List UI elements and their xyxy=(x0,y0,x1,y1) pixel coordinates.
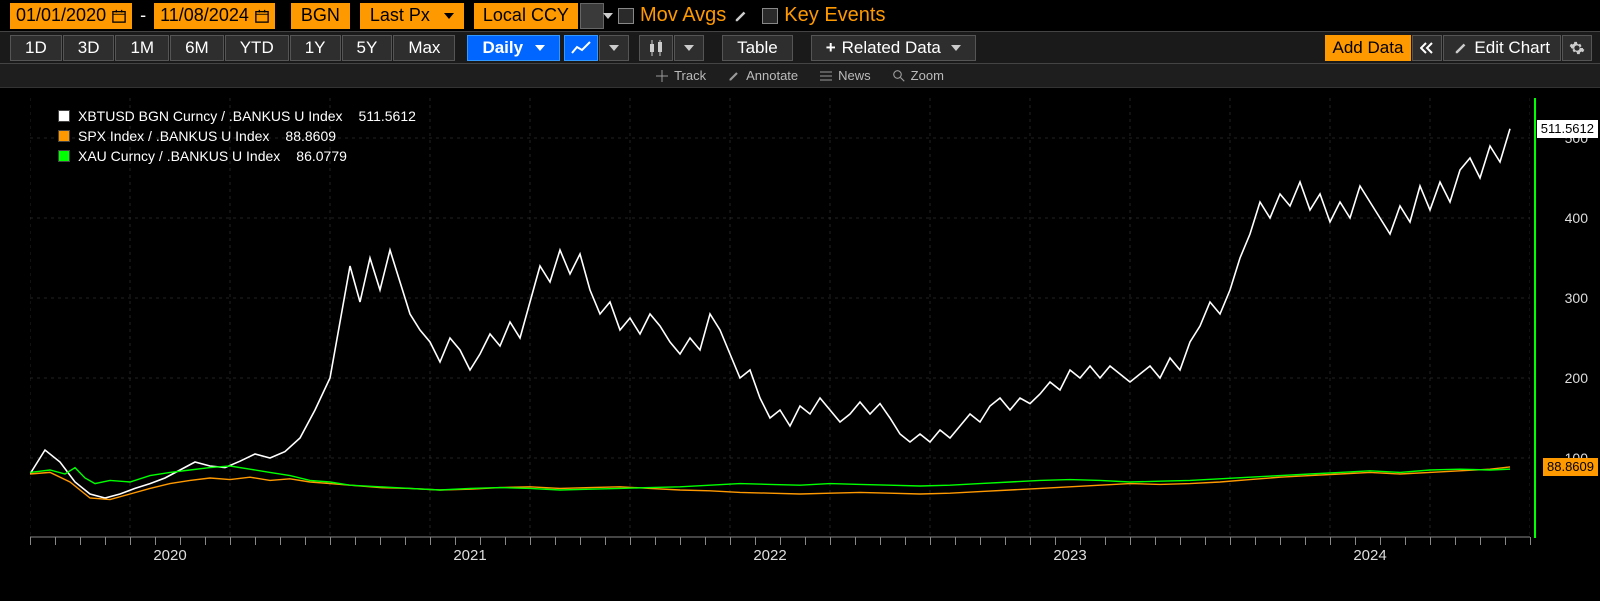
pencil-icon xyxy=(1454,41,1468,55)
x-tick: 2024 xyxy=(1353,547,1386,564)
range-button-3d[interactable]: 3D xyxy=(63,35,115,61)
mov-avgs-label: Mov Avgs xyxy=(640,4,726,27)
x-axis-minor-ticks xyxy=(30,537,1530,545)
settings-button[interactable] xyxy=(1562,35,1592,61)
header-row: 01/01/2020 - 11/08/2024 BGN Last Px Loca… xyxy=(0,0,1600,32)
collapse-button[interactable] xyxy=(1412,35,1442,61)
legend-row[interactable]: XBTUSD BGN Curncy / .BANKUS U Index 511.5… xyxy=(58,106,416,126)
candlestick-button[interactable] xyxy=(639,35,673,61)
zoom-tool[interactable]: Zoom xyxy=(893,68,944,83)
gear-icon xyxy=(1569,40,1585,56)
date-from-value: 01/01/2020 xyxy=(16,5,106,26)
chevron-double-left-icon xyxy=(1420,42,1434,54)
legend-value: 86.0779 xyxy=(296,146,347,166)
candlestick-caret[interactable] xyxy=(674,35,704,61)
chart-type-caret[interactable] xyxy=(599,35,629,61)
calendar-icon xyxy=(255,9,269,23)
range-button-ytd[interactable]: YTD xyxy=(225,35,289,61)
price-flag: 88.8609 xyxy=(1543,458,1598,476)
subtool-row: Track Annotate News Zoom xyxy=(0,64,1600,88)
legend: XBTUSD BGN Curncy / .BANKUS U Index 511.5… xyxy=(58,106,416,166)
candlestick-icon xyxy=(647,40,665,56)
search-icon xyxy=(893,70,905,82)
calendar-icon xyxy=(112,9,126,23)
pencil-icon xyxy=(728,70,740,82)
range-button-group: 1D3D1M6MYTD1Y5YMax xyxy=(10,35,455,61)
related-data-button[interactable]: + Related Data xyxy=(811,35,976,61)
chart-area[interactable]: 100200300400500 20202021202220232024 511… xyxy=(0,88,1600,601)
date-to-input[interactable]: 11/08/2024 xyxy=(154,3,275,29)
date-from-input[interactable]: 01/01/2020 xyxy=(10,3,132,29)
legend-label: XBTUSD BGN Curncy / .BANKUS U Index xyxy=(78,106,343,126)
legend-label: XAU Curncy / .BANKUS U Index xyxy=(78,146,280,166)
legend-row[interactable]: XAU Curncy / .BANKUS U Index 86.0779 xyxy=(58,146,416,166)
key-events-toggle[interactable]: Key Events xyxy=(762,4,885,27)
crosshair-icon xyxy=(656,70,668,82)
table-button[interactable]: Table xyxy=(722,35,793,61)
x-tick: 2021 xyxy=(453,547,486,564)
x-tick: 2023 xyxy=(1053,547,1086,564)
track-tool[interactable]: Track xyxy=(656,68,706,83)
checkbox-icon xyxy=(618,8,634,24)
legend-value: 511.5612 xyxy=(359,106,416,126)
range-button-1m[interactable]: 1M xyxy=(115,35,169,61)
legend-label: SPX Index / .BANKUS U Index xyxy=(78,126,269,146)
legend-swatch xyxy=(58,150,70,162)
legend-swatch xyxy=(58,110,70,122)
x-axis: 2020 2021 2022 2023 2024 xyxy=(30,547,1530,567)
range-button-5y[interactable]: 5Y xyxy=(342,35,393,61)
checkbox-icon xyxy=(762,8,778,24)
date-to-value: 11/08/2024 xyxy=(160,5,249,26)
annotate-tool[interactable]: Annotate xyxy=(728,68,798,83)
edit-chart-button[interactable]: Edit Chart xyxy=(1443,35,1561,61)
list-icon xyxy=(820,70,832,82)
x-tick: 2020 xyxy=(153,547,186,564)
pencil-icon[interactable] xyxy=(734,9,748,23)
range-button-6m[interactable]: 6M xyxy=(170,35,224,61)
interval-select[interactable]: Daily xyxy=(467,35,560,61)
range-button-max[interactable]: Max xyxy=(393,35,455,61)
legend-row[interactable]: SPX Index / .BANKUS U Index 88.8609 xyxy=(58,126,416,146)
news-tool[interactable]: News xyxy=(820,68,871,83)
add-data-button[interactable]: Add Data xyxy=(1325,35,1412,61)
chart-type-line-button[interactable] xyxy=(564,35,598,61)
toolbar-row: 1D3D1M6MYTD1Y5YMax Daily Table + Related… xyxy=(0,32,1600,64)
source-select[interactable]: BGN xyxy=(291,3,350,29)
y-tick: 300 xyxy=(1565,290,1588,306)
price-flag: 511.5612 xyxy=(1537,120,1598,138)
range-button-1d[interactable]: 1D xyxy=(10,35,62,61)
legend-value: 88.8609 xyxy=(285,126,336,146)
currency-select[interactable]: Local CCY xyxy=(474,3,578,29)
key-events-label: Key Events xyxy=(784,4,885,27)
mov-avgs-toggle[interactable]: Mov Avgs xyxy=(618,4,748,27)
x-tick: 2022 xyxy=(753,547,786,564)
y-tick: 200 xyxy=(1565,370,1588,386)
field-select[interactable]: Last Px xyxy=(360,3,464,29)
line-chart-icon xyxy=(571,41,591,55)
range-button-1y[interactable]: 1Y xyxy=(290,35,341,61)
legend-swatch xyxy=(58,130,70,142)
y-tick: 400 xyxy=(1565,210,1588,226)
date-range-dash: - xyxy=(134,5,152,26)
currency-caret[interactable] xyxy=(580,3,604,29)
